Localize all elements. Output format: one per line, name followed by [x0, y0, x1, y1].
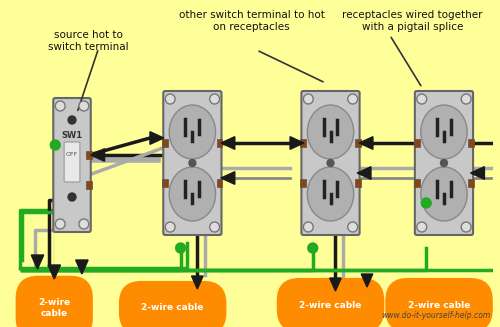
Text: 2-wire
cable: 2-wire cable — [38, 298, 70, 318]
Circle shape — [422, 198, 431, 208]
Polygon shape — [290, 137, 304, 149]
Bar — [300, 179, 306, 187]
Polygon shape — [192, 276, 203, 289]
Circle shape — [304, 94, 313, 104]
Text: OFF: OFF — [66, 152, 78, 158]
Text: source hot to
switch terminal: source hot to switch terminal — [48, 30, 129, 52]
Circle shape — [166, 222, 175, 232]
Polygon shape — [470, 167, 484, 179]
FancyBboxPatch shape — [302, 91, 360, 235]
Circle shape — [417, 222, 426, 232]
Bar — [162, 139, 168, 147]
Bar — [468, 179, 474, 187]
FancyBboxPatch shape — [54, 98, 91, 232]
Ellipse shape — [169, 105, 216, 159]
Polygon shape — [48, 265, 60, 279]
Polygon shape — [32, 255, 44, 269]
Text: receptacles wired together
with a pigtail splice: receptacles wired together with a pigtai… — [342, 10, 482, 32]
Circle shape — [417, 94, 426, 104]
Circle shape — [304, 222, 313, 232]
Circle shape — [210, 94, 220, 104]
Circle shape — [461, 94, 471, 104]
Polygon shape — [91, 149, 104, 161]
Polygon shape — [359, 137, 373, 149]
Circle shape — [440, 160, 448, 166]
Bar — [162, 179, 168, 187]
Ellipse shape — [308, 105, 354, 159]
Circle shape — [189, 160, 196, 166]
Ellipse shape — [169, 167, 216, 221]
Bar — [216, 139, 222, 147]
Ellipse shape — [421, 167, 467, 221]
Bar — [86, 181, 92, 189]
Ellipse shape — [421, 105, 467, 159]
Circle shape — [79, 101, 89, 111]
Polygon shape — [221, 137, 235, 149]
Text: www.do-it-yourself-help.com: www.do-it-yourself-help.com — [381, 311, 490, 320]
Polygon shape — [76, 260, 88, 274]
Text: 2-wire cable: 2-wire cable — [408, 301, 470, 309]
Text: SW1: SW1 — [62, 130, 82, 140]
Circle shape — [50, 140, 60, 150]
Circle shape — [210, 222, 220, 232]
Text: 2-wire cable: 2-wire cable — [142, 303, 204, 313]
Bar — [354, 179, 360, 187]
FancyBboxPatch shape — [415, 91, 473, 235]
FancyBboxPatch shape — [64, 142, 80, 182]
Polygon shape — [150, 132, 164, 144]
Circle shape — [55, 101, 65, 111]
FancyBboxPatch shape — [164, 91, 222, 235]
Circle shape — [55, 219, 65, 229]
Circle shape — [79, 219, 89, 229]
Text: source: source — [26, 278, 68, 288]
Polygon shape — [221, 172, 235, 184]
Circle shape — [176, 243, 186, 253]
Bar — [468, 139, 474, 147]
Ellipse shape — [308, 167, 354, 221]
Bar — [414, 139, 420, 147]
Text: other switch terminal to hot
on receptacles: other switch terminal to hot on receptac… — [178, 10, 324, 32]
Bar — [216, 179, 222, 187]
Polygon shape — [357, 167, 371, 179]
Bar — [86, 151, 92, 159]
Polygon shape — [330, 278, 341, 291]
Bar — [414, 179, 420, 187]
Bar — [354, 139, 360, 147]
Circle shape — [348, 94, 358, 104]
Polygon shape — [361, 274, 373, 287]
Bar — [300, 139, 306, 147]
Circle shape — [348, 222, 358, 232]
Circle shape — [166, 94, 175, 104]
Circle shape — [68, 116, 76, 124]
Circle shape — [308, 243, 318, 253]
Text: 2-wire cable: 2-wire cable — [300, 301, 362, 309]
Circle shape — [327, 160, 334, 166]
Circle shape — [68, 193, 76, 201]
Circle shape — [461, 222, 471, 232]
